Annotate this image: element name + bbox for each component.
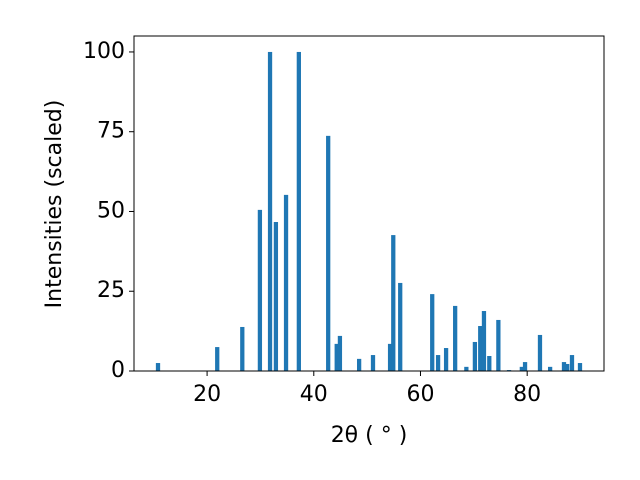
x-tick-label: 80 — [513, 382, 541, 407]
bar — [478, 326, 483, 371]
bar — [267, 51, 273, 371]
bar — [326, 135, 331, 371]
bar — [565, 363, 570, 371]
bar — [370, 355, 376, 371]
bar — [296, 51, 301, 371]
bar — [257, 209, 263, 371]
x-tick-label: 20 — [193, 382, 221, 407]
bar — [240, 326, 245, 371]
x-tick-label: 60 — [406, 382, 434, 407]
plot-frame — [133, 35, 605, 372]
bar — [273, 222, 279, 371]
bar — [496, 319, 501, 371]
bar — [435, 355, 441, 371]
y-tick-label: 50 — [97, 198, 125, 223]
bar — [398, 282, 403, 371]
bar — [472, 341, 478, 371]
bar — [443, 348, 449, 371]
bar — [519, 366, 524, 371]
bar — [215, 347, 220, 371]
bar — [561, 362, 567, 371]
bar — [522, 362, 528, 371]
bar — [391, 235, 396, 371]
bar — [464, 366, 469, 371]
bar — [155, 363, 161, 371]
y-tick-label: 25 — [97, 278, 125, 303]
bar — [537, 334, 543, 371]
bar — [337, 335, 343, 371]
bar — [487, 356, 492, 371]
bar — [577, 363, 583, 371]
bar — [569, 355, 575, 371]
bar — [356, 358, 362, 371]
y-tick-label: 0 — [111, 358, 125, 383]
y-tick-label: 100 — [83, 39, 125, 64]
bar — [547, 366, 553, 371]
bar — [283, 194, 289, 371]
y-tick-label: 75 — [97, 119, 125, 144]
bar — [430, 294, 435, 371]
bar — [334, 343, 339, 371]
y-axis-label: Intensities (scaled) — [42, 100, 67, 309]
bar — [481, 311, 487, 371]
x-axis-label: 2θ ( ° ) — [331, 423, 408, 448]
bar — [387, 343, 393, 371]
x-tick-label: 40 — [300, 382, 328, 407]
bar — [453, 305, 458, 371]
